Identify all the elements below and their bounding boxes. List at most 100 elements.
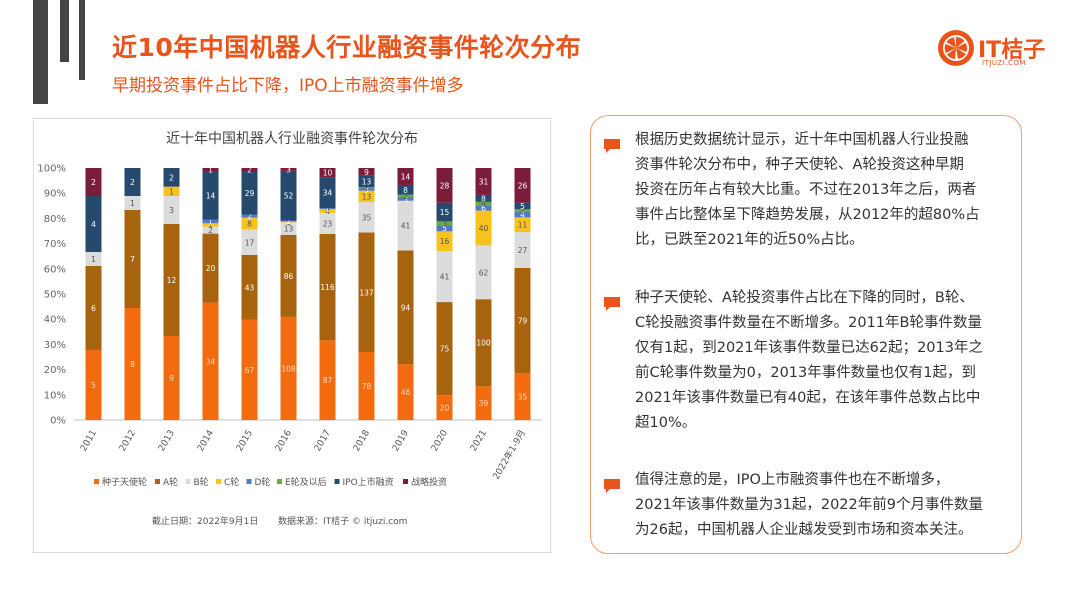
data-label: 34 [323, 189, 333, 198]
data-label: 8 [247, 220, 252, 229]
data-label: 3 [169, 206, 174, 215]
page-subtitle: 早期投资事件占比下降，IPO上市融资事件增多 [112, 76, 464, 96]
bar-segment [319, 177, 336, 209]
bar-segment [475, 386, 492, 420]
bar-segment [514, 202, 531, 210]
data-label: 13 [284, 225, 294, 234]
data-label: 35 [362, 213, 372, 222]
data-label: 1 [169, 187, 174, 196]
x-tick-label: 2016 [274, 428, 294, 453]
data-label: 5 [442, 224, 447, 233]
data-label: 2 [91, 178, 96, 187]
paragraph-line: 资事件轮次分布中，种子天使轮、A轮投资这种早期 [635, 157, 964, 173]
data-label: 137 [359, 288, 374, 297]
bar-segment [280, 316, 297, 420]
bar-segment [124, 196, 141, 210]
data-label: 100 [476, 339, 491, 348]
data-label: 2 [169, 173, 174, 182]
data-label: 4 [91, 220, 96, 229]
data-label: 75 [440, 345, 450, 354]
data-label: 31 [479, 177, 489, 186]
data-label: 3 [403, 195, 408, 204]
bar-segment [397, 200, 414, 251]
analysis-paragraph-1: 根据历史数据统计显示，近十年中国机器人行业投融 资事件轮次分布中，种子天使轮、A… [635, 128, 1009, 253]
bar-segment [436, 202, 453, 222]
data-label: 108 [281, 364, 296, 373]
paragraph-line: 比，已跌至2021年的近50%占比。 [635, 232, 864, 248]
data-label: 41 [440, 273, 450, 282]
paragraph-line: 仅有1起，到2021年该事件数量已达62起；2013年之 [635, 340, 983, 356]
bar-segment [241, 214, 258, 218]
paragraph-line: 前C轮事件数量为0，2013年事件数量也仅有1起，到 [635, 365, 976, 381]
bar-segment [241, 229, 258, 255]
speech-bubble-icon [604, 138, 620, 153]
bar-segment [358, 175, 375, 188]
header-decor-bar-3 [79, 0, 85, 80]
page-title: 近10年中国机器人行业融资事件轮次分布 [112, 33, 582, 62]
data-label: 2 [208, 226, 213, 235]
bar-segment [85, 196, 102, 252]
speech-bubble-icon [604, 296, 620, 311]
data-label: 7 [130, 255, 135, 264]
bar-segment [241, 168, 258, 171]
bar-segment [202, 223, 219, 227]
y-tick-label: 10% [44, 390, 66, 401]
data-label: 5 [91, 381, 96, 390]
chart-title: 近十年中国机器人行业融资事件轮次分布 [166, 131, 418, 147]
bar-segment [475, 194, 492, 202]
paragraph-line: 种子天使轮、A轮投资事件占比在下降的同时，B轮、 [635, 290, 974, 306]
x-tick-label: 2011 [79, 429, 99, 454]
bar-segment [397, 194, 414, 198]
data-label: 39 [479, 399, 489, 408]
data-label: 16 [440, 237, 450, 246]
data-label: 20 [206, 264, 216, 273]
bar-segment [436, 395, 453, 420]
bar-segment [514, 232, 531, 268]
bar-segment [202, 226, 219, 234]
data-label: 2 [403, 192, 408, 201]
analysis-paragraph-2: 种子天使轮、A轮投资事件占比在下降的同时，B轮、 C轮投融资事件数量在不断增多。… [635, 286, 1009, 436]
bar-segment [436, 168, 453, 203]
data-label: 3 [286, 165, 291, 174]
legend-label: 战略投资 [411, 476, 447, 488]
x-tick-label: 2012 [118, 429, 138, 454]
bar-segment [280, 221, 297, 223]
data-label: 23 [323, 219, 333, 228]
data-label: 29 [245, 189, 255, 198]
data-label: 9 [169, 374, 174, 383]
data-label: 52 [284, 192, 294, 201]
bar-segment [280, 222, 297, 235]
bar-segment [475, 201, 492, 206]
data-label: 26 [518, 181, 528, 190]
bar-segment [280, 170, 297, 221]
paragraph-line: 根据历史数据统计显示，近十年中国机器人行业投融 [635, 132, 969, 148]
paragraph-line: 2021年该事件数量为31起，2022年前9个月事件数量 [635, 497, 983, 513]
bar-segment [514, 168, 531, 203]
data-label: 8 [481, 194, 486, 203]
data-label: 5 [520, 202, 525, 211]
data-label: 2 [130, 178, 135, 187]
bar-segment [319, 168, 336, 178]
bar-segment [436, 251, 453, 303]
paragraph-line: 投资在历年占有较大比重。不过在2013年之后，两者 [635, 182, 977, 198]
data-label: 62 [479, 268, 489, 277]
data-label: 11 [518, 221, 528, 230]
legend-swatch [155, 479, 160, 484]
speech-bubble-icon [604, 478, 620, 493]
data-label: 1 [208, 218, 213, 227]
bar-segment [514, 373, 531, 420]
bar-segment [319, 340, 336, 420]
y-tick-label: 60% [44, 264, 66, 275]
data-label: 13 [362, 178, 372, 187]
bar-segment [436, 302, 453, 396]
bar-segment [319, 208, 336, 210]
bar-segment [358, 190, 375, 203]
data-label: 15 [440, 208, 450, 217]
data-label: 34 [206, 357, 216, 366]
bar-segment [241, 319, 258, 420]
paragraph-line: 值得注意的是，IPO上市融资事件也在不断增多， [635, 472, 950, 488]
stacked-bar-chart: 近十年中国机器人行业融资事件轮次分布 0% 10% 20% 30% 40% 50% 60% 70… [37, 131, 542, 527]
data-label: 87 [323, 376, 333, 385]
bar-segment [124, 210, 141, 308]
legend-swatch [334, 479, 340, 484]
